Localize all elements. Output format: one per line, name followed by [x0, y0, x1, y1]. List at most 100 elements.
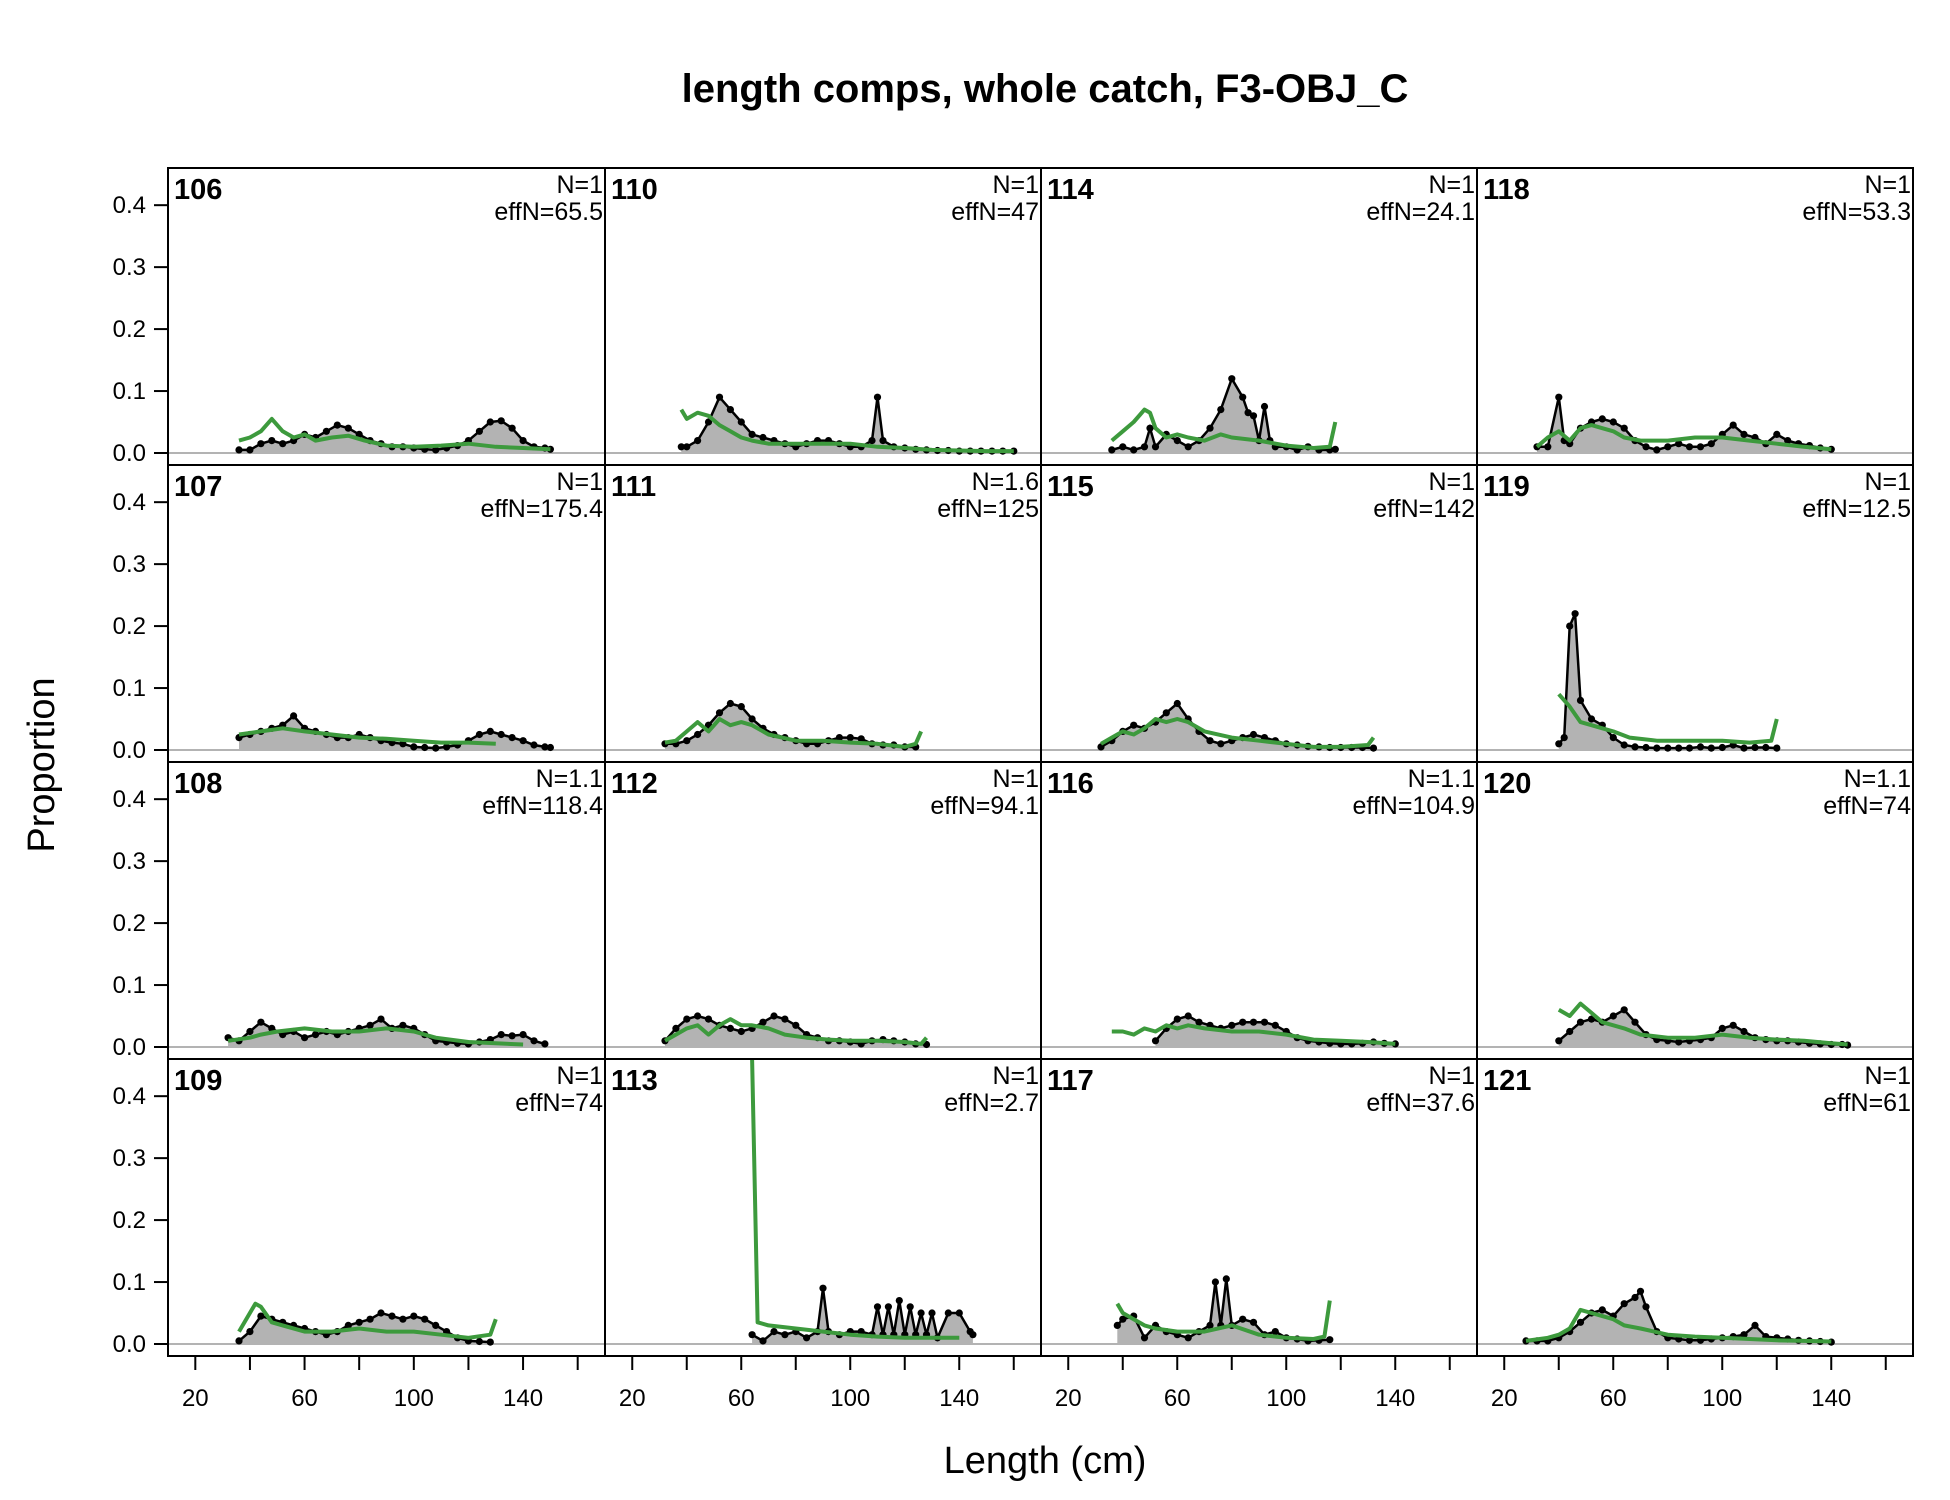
- panel-effn-label: effN=94.1: [930, 792, 1039, 820]
- observed-point: [1636, 1287, 1645, 1295]
- observed-point: [486, 418, 494, 426]
- observed-point: [1560, 734, 1568, 742]
- panel-plot-area: [1041, 1012, 1477, 1048]
- observed-point: [846, 734, 854, 742]
- observed-point: [1773, 744, 1781, 752]
- observed-point: [1696, 743, 1705, 751]
- observed-point: [917, 1309, 925, 1317]
- observed-point: [759, 1337, 767, 1345]
- observed-point: [1642, 443, 1650, 451]
- observed-point: [1675, 744, 1683, 752]
- observed-point: [1108, 446, 1116, 454]
- observed-point: [541, 743, 549, 751]
- observed-point: [344, 1321, 352, 1329]
- observed-point: [410, 743, 418, 751]
- observed-point: [748, 1331, 756, 1339]
- observed-point: [1685, 443, 1694, 451]
- observed-point: [759, 1018, 767, 1026]
- observed-area: [1526, 1291, 1832, 1344]
- observed-point: [257, 440, 265, 448]
- panel-effn-label: effN=2.7: [944, 1089, 1039, 1117]
- observed-point: [1555, 1037, 1563, 1045]
- observed-point: [1653, 446, 1661, 454]
- y-tick-label: 0.1: [113, 675, 146, 702]
- observed-point: [1740, 744, 1748, 752]
- observed-point: [1184, 443, 1192, 451]
- y-tick-label: 0.1: [113, 1269, 146, 1296]
- observed-point: [1631, 1293, 1639, 1302]
- panel-plot-area: [1477, 1001, 1913, 1049]
- observed-point: [928, 1309, 936, 1317]
- observed-point: [355, 430, 363, 438]
- observed-point: [1576, 696, 1585, 705]
- x-tick-label: 140: [1811, 1385, 1851, 1412]
- observed-point: [1326, 1336, 1334, 1344]
- panel-plot-area: [168, 1301, 605, 1346]
- observed-point: [486, 727, 494, 736]
- y-tick-label: 0.0: [113, 440, 146, 467]
- panel-plot-area: [605, 1012, 1041, 1049]
- observed-area: [1537, 397, 1832, 453]
- observed-point: [1620, 1006, 1628, 1014]
- y-tick-label: 0.0: [113, 1331, 146, 1358]
- y-tick-label: 0.0: [113, 1034, 146, 1061]
- observed-point: [1184, 1334, 1192, 1342]
- observed-point: [497, 417, 505, 425]
- observed-point: [1784, 437, 1792, 445]
- observed-point: [1620, 424, 1628, 432]
- observed-point: [475, 427, 483, 435]
- observed-point: [955, 1309, 963, 1317]
- panel-n-label: N=1: [556, 1062, 603, 1090]
- observed-point: [704, 418, 713, 426]
- panel-n-label: N=1: [992, 1062, 1039, 1090]
- observed-point: [819, 1284, 827, 1292]
- expected-line: [1110, 407, 1338, 450]
- panel-label: 113: [611, 1065, 658, 1097]
- observed-point: [388, 1312, 396, 1320]
- y-tick-label: 0.2: [113, 910, 146, 937]
- observed-point: [748, 430, 756, 438]
- observed-point: [1729, 421, 1737, 429]
- observed-point: [377, 1015, 385, 1023]
- observed-point: [519, 737, 527, 745]
- observed-point: [519, 1031, 527, 1039]
- observed-point: [257, 1018, 265, 1026]
- observed-point: [694, 730, 702, 739]
- x-tick-label: 20: [1055, 1385, 1082, 1412]
- panel-n-label: N=1: [1864, 1062, 1911, 1090]
- expected-line: [679, 408, 1014, 454]
- observed-point: [1260, 402, 1269, 411]
- x-tick-label: 20: [1491, 1385, 1518, 1412]
- observed-point: [1566, 1027, 1574, 1036]
- observed-point: [1206, 424, 1214, 432]
- observed-point: [432, 446, 440, 454]
- observed-point: [1620, 741, 1628, 749]
- observed-point: [1249, 1318, 1258, 1326]
- observed-point: [1228, 1021, 1236, 1029]
- observed-point: [519, 437, 527, 445]
- panel-effn-label: effN=53.3: [1802, 198, 1911, 226]
- observed-point: [1740, 430, 1748, 438]
- x-tick-label: 60: [291, 1385, 318, 1412]
- observed-point: [1718, 1024, 1726, 1032]
- observed-point: [1173, 1015, 1181, 1023]
- observed-point: [1773, 430, 1781, 438]
- y-tick-label: 0.4: [113, 192, 146, 219]
- panel-effn-label: effN=37.6: [1366, 1089, 1475, 1117]
- panel-label: 107: [174, 471, 222, 503]
- panel-n-label: N=1: [992, 171, 1039, 199]
- observed-point: [432, 744, 440, 752]
- observed-point: [508, 734, 516, 742]
- observed-point: [1620, 1300, 1628, 1308]
- observed-point: [421, 1315, 429, 1323]
- observed-point: [694, 1012, 702, 1020]
- observed-point: [1609, 1012, 1617, 1020]
- observed-point: [541, 1040, 549, 1048]
- panel-effn-label: effN=125: [937, 495, 1039, 523]
- panel-plot-area: [168, 1015, 605, 1048]
- panel-label: 121: [1483, 1065, 1531, 1097]
